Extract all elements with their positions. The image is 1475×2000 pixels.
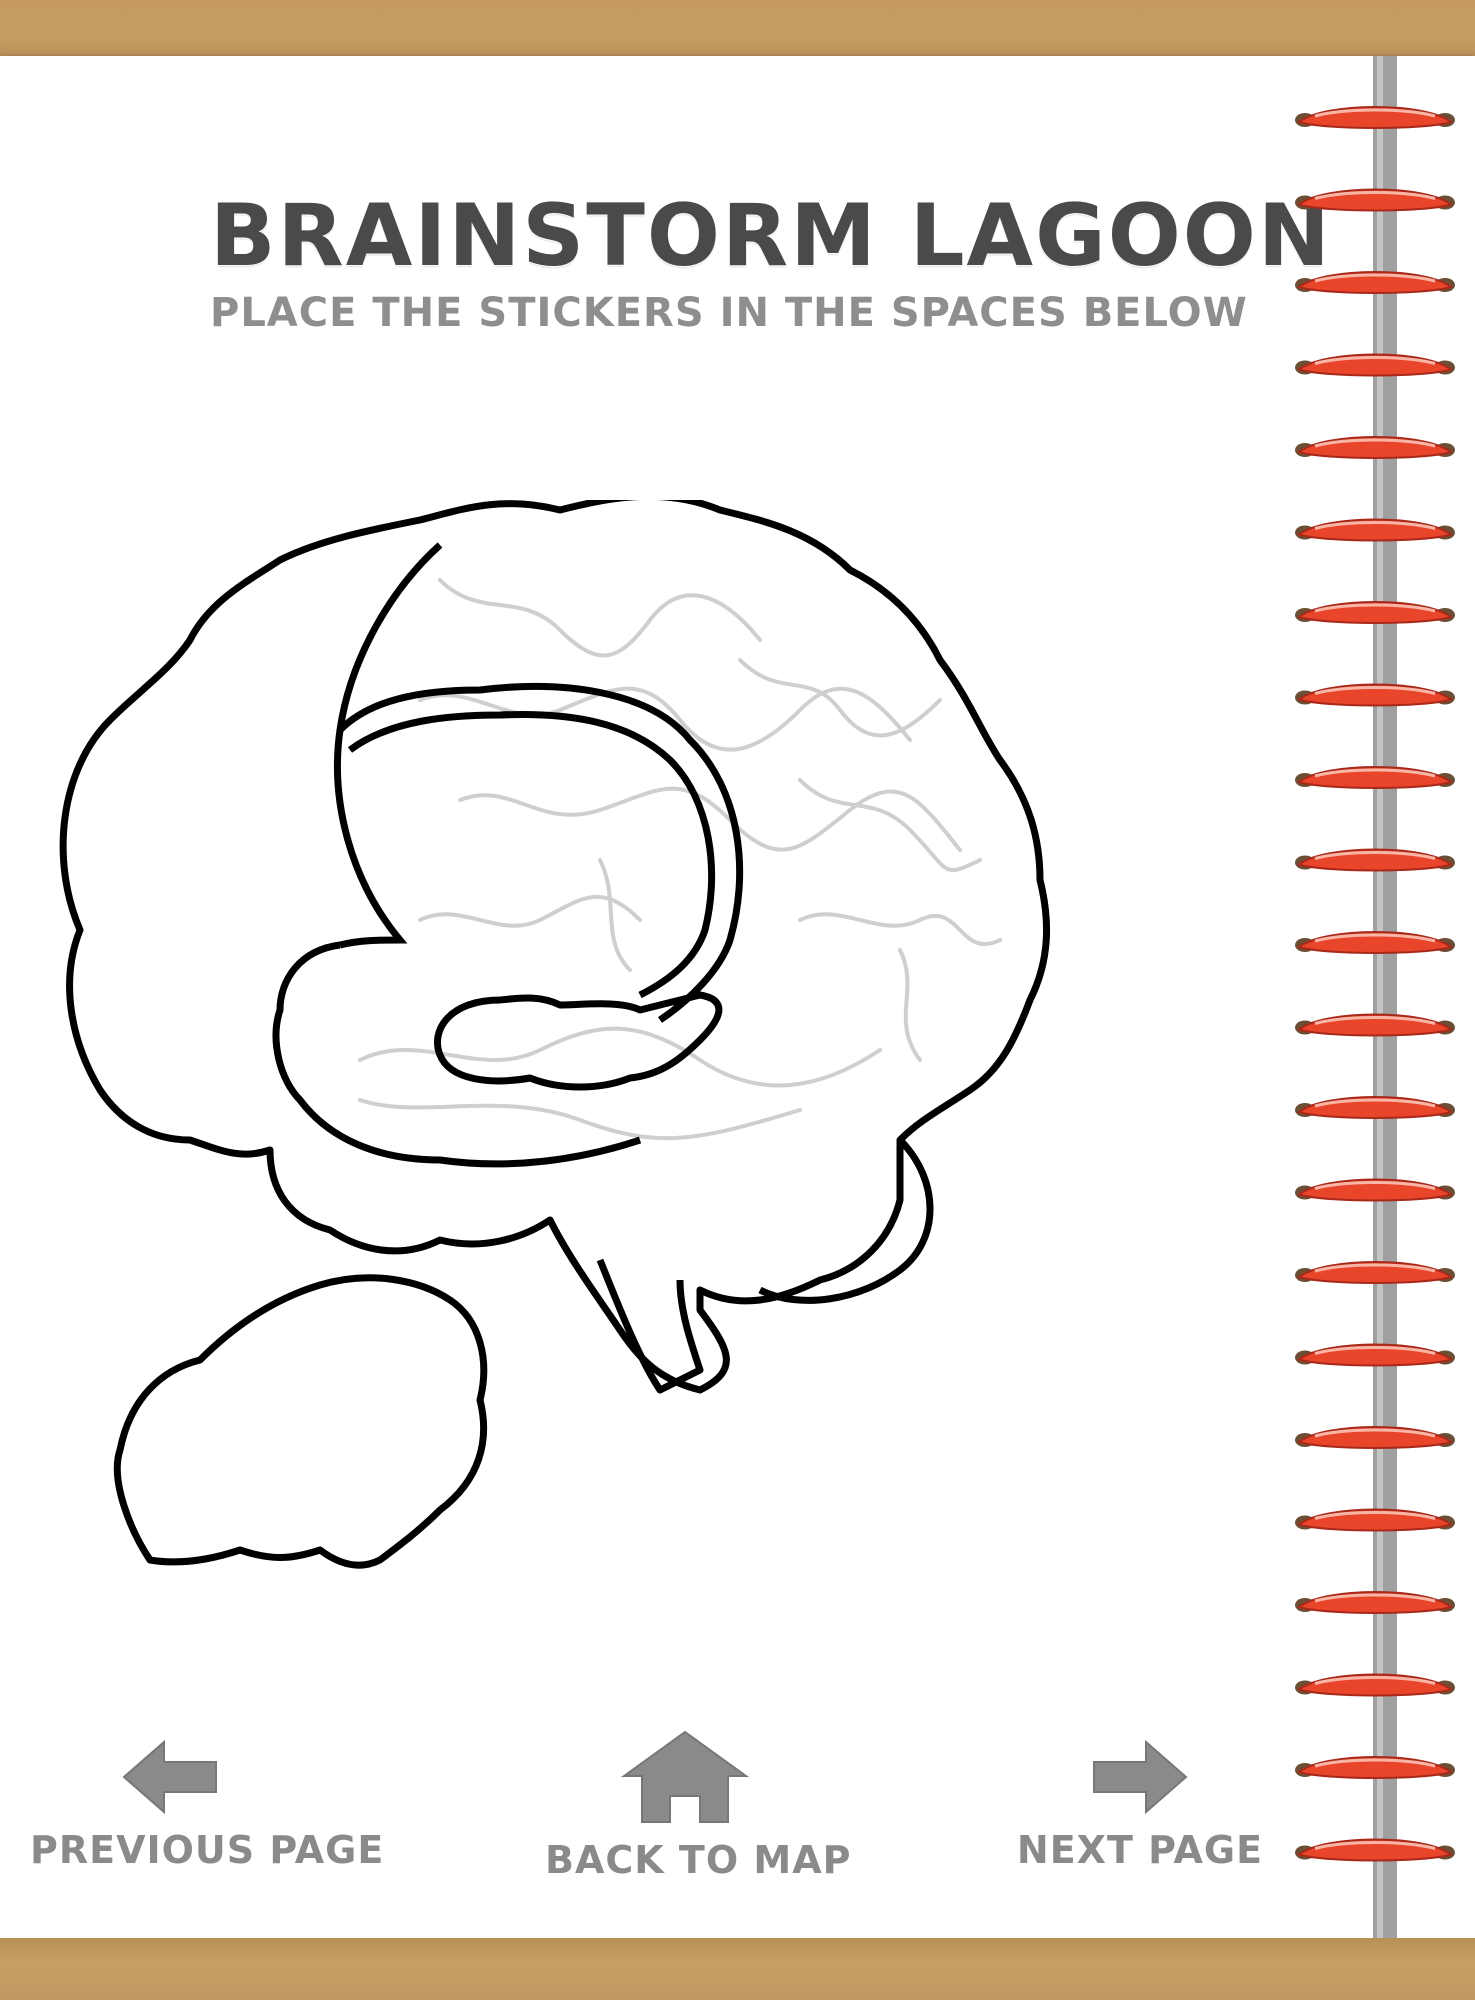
binding-ring (1295, 436, 1455, 459)
wood-frame-bottom (0, 1938, 1475, 2000)
binding-ring (1295, 931, 1455, 954)
binding-ring (1295, 1591, 1455, 1614)
binding-ring (1295, 1508, 1455, 1532)
brain-diagram (59, 500, 1051, 1569)
back-to-map-label: BACK TO MAP (545, 1838, 852, 1882)
binding-ring (1295, 766, 1455, 789)
binding-ring (1295, 188, 1455, 212)
binding-ring (1295, 848, 1455, 872)
home-icon (620, 1730, 750, 1823)
previous-page-label: PREVIOUS PAGE (30, 1828, 385, 1872)
binding-ring (1295, 1096, 1455, 1119)
binding-ring (1295, 683, 1455, 707)
binding-ring (1295, 1013, 1455, 1037)
arrow-right-icon (1093, 1740, 1188, 1814)
wood-frame-top (0, 0, 1475, 56)
corpus-callosum (337, 683, 744, 1023)
binding-ring (1295, 1756, 1455, 1779)
brainstem-outline (596, 1258, 704, 1394)
brain-outline (59, 500, 1051, 1394)
sticker-space-small[interactable] (113, 1274, 488, 1569)
binding-ring (1295, 1261, 1455, 1284)
binding-ring (1295, 1838, 1455, 1862)
binding-ring (1295, 1673, 1455, 1697)
frontal-lobe-boundary (334, 542, 443, 949)
corpus-callosum-inner (347, 711, 716, 999)
binding-ring (1295, 271, 1455, 294)
arrow-left-icon (122, 1740, 217, 1814)
back-to-map-button[interactable]: BACK TO MAP (545, 1730, 852, 1882)
spiral-binding (1295, 56, 1455, 1938)
binding-ring (1295, 1343, 1455, 1367)
brain-detail-lines (358, 578, 1002, 1141)
previous-page-button[interactable]: PREVIOUS PAGE (30, 1740, 385, 1872)
binding-ring (1295, 1426, 1455, 1449)
page-title: BRAINSTORM LAGOON (210, 186, 1332, 286)
notebook-page (0, 56, 1475, 1938)
hippocampus (434, 991, 723, 1091)
cerebellum-outline (758, 1137, 934, 1304)
next-page-label: NEXT PAGE (1016, 1828, 1264, 1872)
binding-ring (1295, 106, 1455, 129)
next-page-button[interactable]: NEXT PAGE (1010, 1740, 1270, 1872)
binding-ring (1295, 601, 1455, 624)
binding-ring (1295, 518, 1455, 542)
temporal-lobe-outline (272, 941, 642, 1168)
binding-spine (1373, 56, 1397, 1938)
binding-ring (1295, 353, 1455, 377)
page-subtitle: PLACE THE STICKERS IN THE SPACES BELOW (210, 290, 1248, 336)
binding-ring (1295, 1178, 1455, 1202)
